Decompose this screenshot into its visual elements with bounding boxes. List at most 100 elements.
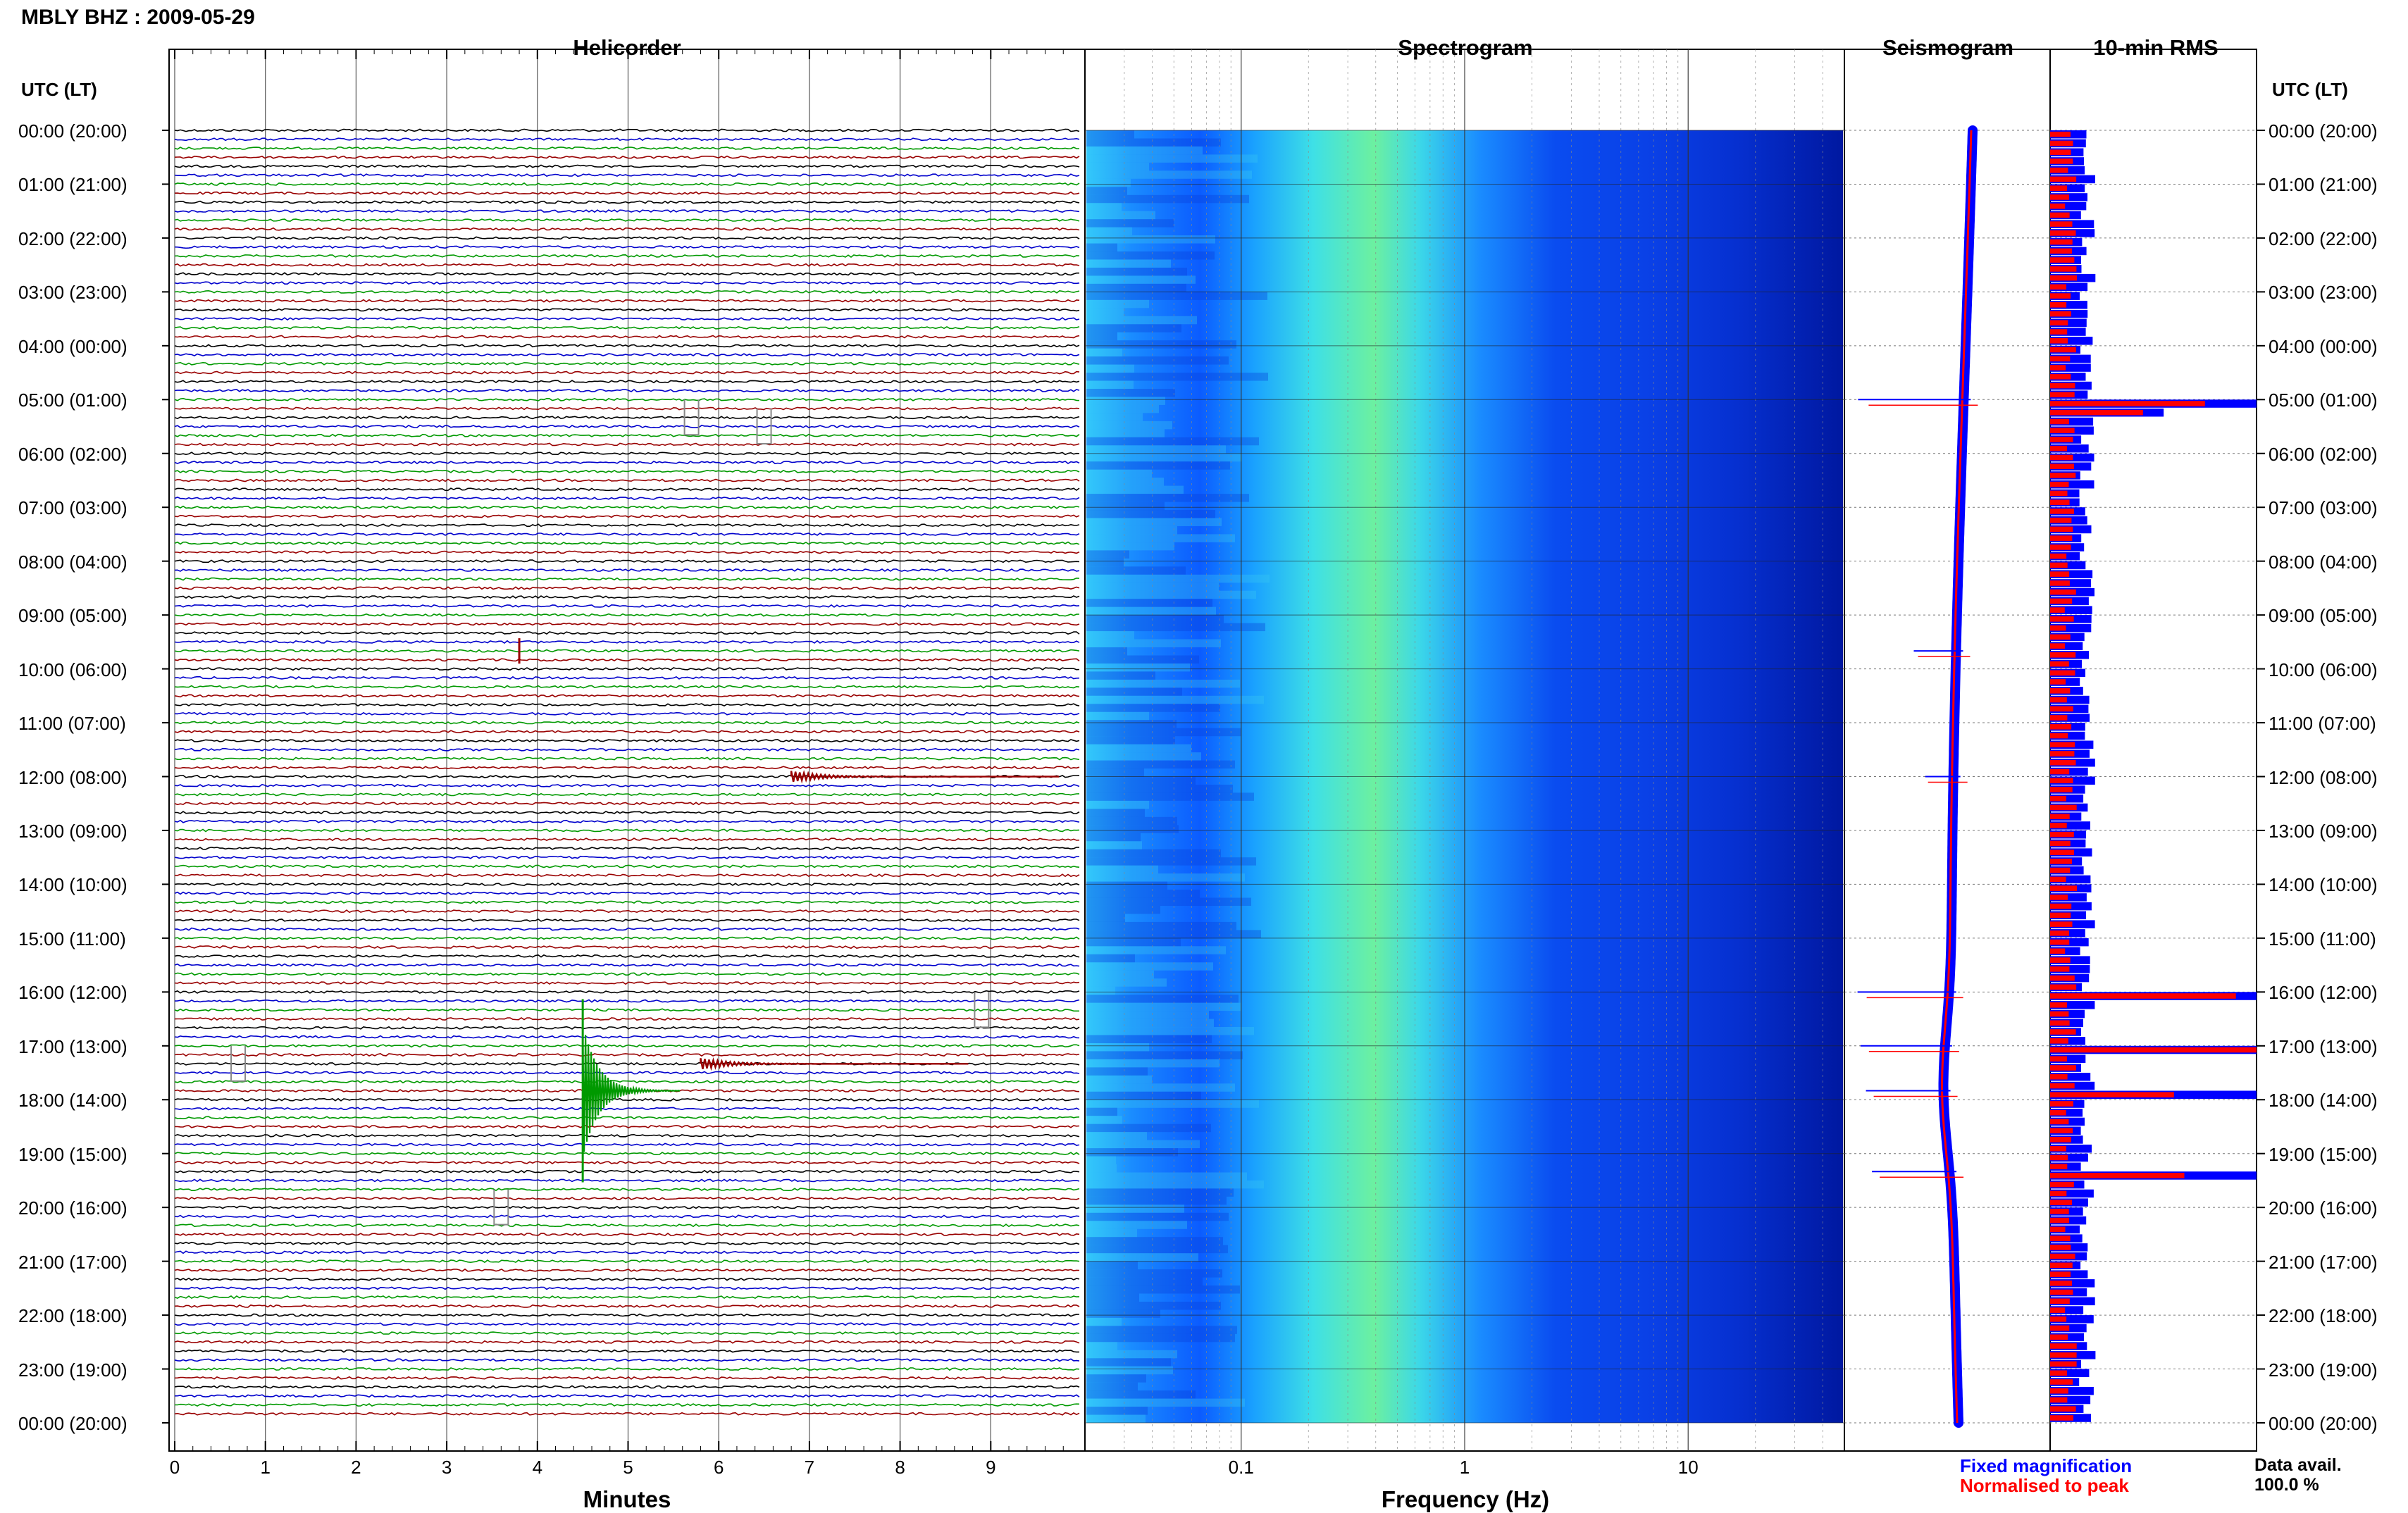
helicorder-trace xyxy=(174,802,1080,806)
helicorder-trace xyxy=(174,245,1080,249)
rms-bar-normalised xyxy=(2050,454,2073,461)
rms-bar-fixed xyxy=(2050,1387,2094,1395)
helicorder-trace xyxy=(174,658,1080,662)
helicorder-trace xyxy=(174,864,1080,868)
helicorder-trace xyxy=(174,514,1080,518)
helicorder-trace xyxy=(175,1403,1080,1407)
helicorder-trace xyxy=(174,281,1080,285)
rms-bar-normalised xyxy=(2050,1406,2076,1412)
helicorder-trace xyxy=(174,1358,1080,1362)
rms-title: 10-min RMS xyxy=(2093,35,2218,60)
time-label-left: 23:00 (19:00) xyxy=(18,1359,128,1381)
rms-bar-normalised xyxy=(2050,625,2066,631)
helicorder-trace xyxy=(174,1133,1080,1138)
rms-bar-normalised xyxy=(2050,1173,2185,1178)
rms-bar-normalised xyxy=(2050,1200,2073,1205)
rms-bar-fixed xyxy=(2050,480,2094,489)
rms-bar-normalised xyxy=(2050,849,2074,855)
rms-bar-normalised xyxy=(2050,1083,2075,1089)
rms-bar-normalised xyxy=(2050,1073,2068,1080)
rms-bar-normalised xyxy=(2050,437,2073,442)
rms-bar-normalised xyxy=(2050,715,2068,721)
helicorder-trace xyxy=(174,1331,1080,1335)
rms-bar-normalised xyxy=(2050,490,2068,497)
time-label-right: 01:00 (21:00) xyxy=(2269,174,2378,196)
helicorder-trace xyxy=(175,317,1080,321)
time-label-right: 04:00 (00:00) xyxy=(2269,335,2378,357)
rms-bar-normalised xyxy=(2050,203,2066,209)
rms-bar-normalised xyxy=(2050,966,2070,972)
time-label-left: 19:00 (15:00) xyxy=(18,1143,128,1165)
rms-bar-normalised xyxy=(2050,401,2205,406)
helicorder-trace xyxy=(174,1116,1080,1120)
helicorder-trace xyxy=(174,675,1080,680)
rms-bar-normalised xyxy=(2050,948,2066,954)
rms-bar-normalised xyxy=(2050,418,2069,425)
rms-bar-fixed xyxy=(2050,1073,2091,1081)
time-label-right: 06:00 (02:00) xyxy=(2269,443,2378,465)
helicorder-trace xyxy=(174,289,1080,294)
time-label-left: 20:00 (16:00) xyxy=(18,1197,128,1219)
rms-bar-normalised xyxy=(2050,975,2075,981)
rms-bar-normalised xyxy=(2050,1109,2066,1116)
rms-bar-normalised xyxy=(2050,616,2074,622)
helicorder-trace xyxy=(174,1169,1080,1173)
helicorder-tick-label: 7 xyxy=(804,1457,815,1478)
rms-bar-normalised xyxy=(2050,167,2068,173)
helicorder-trace xyxy=(175,1125,1080,1128)
rms-bar-normalised xyxy=(2050,1361,2077,1367)
helicorder-trace xyxy=(174,505,1080,509)
helicorder-trace xyxy=(174,766,1080,770)
rms-bar-normalised xyxy=(2050,1379,2073,1385)
time-label-left: 02:00 (22:00) xyxy=(18,228,128,249)
rms-bar-normalised xyxy=(2050,1253,2075,1259)
helicorder-trace xyxy=(174,999,1080,1003)
rms-bar-fixed xyxy=(2050,1153,2088,1162)
rms-bar-fixed xyxy=(2050,1306,2084,1314)
rms-bar-normalised xyxy=(2050,939,2070,945)
helicorder-trace xyxy=(175,810,1080,815)
rms-bar-normalised xyxy=(2050,598,2073,604)
rms-bar-normalised xyxy=(2050,831,2074,838)
time-label-right: 09:00 (05:00) xyxy=(2269,605,2378,627)
helicorder-trace xyxy=(174,1241,1080,1245)
rms-bar-normalised xyxy=(2050,795,2066,802)
rms-bar-normalised xyxy=(2050,1298,2070,1305)
helicorder-tick-label: 1 xyxy=(260,1457,271,1478)
helicorder-trace xyxy=(174,496,1080,501)
rms-bar-normalised xyxy=(2050,266,2077,272)
rms-bar-fixed xyxy=(2050,1279,2095,1288)
rms-bar-normalised xyxy=(2050,230,2076,236)
rms-bar-normalised xyxy=(2050,804,2077,811)
rms-bar-normalised xyxy=(2050,275,2077,281)
rms-bar-normalised xyxy=(2050,751,2075,756)
rms-bar-normalised xyxy=(2050,670,2075,676)
helicorder-trace xyxy=(174,595,1080,599)
helicorder-trace xyxy=(174,1340,1080,1344)
time-label-left: 00:00 (20:00) xyxy=(18,1413,128,1434)
utc-header-right: UTC (LT) xyxy=(2272,79,2348,100)
rms-bar-normalised xyxy=(2050,356,2071,362)
helicorder-trace xyxy=(174,137,1080,142)
rms-bar-normalised xyxy=(2050,823,2067,828)
helicorder-trace xyxy=(174,371,1080,375)
helicorder-trace xyxy=(174,1259,1080,1264)
rms-bar-normalised xyxy=(2050,1325,2070,1331)
rms-bar-normalised xyxy=(2050,742,2075,747)
helicorder-trace xyxy=(174,1071,1080,1075)
rms-bar-fixed xyxy=(2050,282,2088,292)
helicorder-trace xyxy=(174,1349,1079,1353)
rms-bar-normalised xyxy=(2050,634,2071,640)
helicorder-trace xyxy=(174,460,1080,465)
helicorder-trace xyxy=(174,990,1080,994)
helicorder-trace xyxy=(174,1097,1079,1102)
time-label-left: 03:00 (23:00) xyxy=(18,282,128,304)
time-label-right: 05:00 (01:00) xyxy=(2269,390,2378,411)
time-label-right: 02:00 (22:00) xyxy=(2269,228,2378,249)
rms-bar-normalised xyxy=(2050,1002,2067,1008)
rms-bar-normalised xyxy=(2050,759,2076,766)
time-label-left: 16:00 (12:00) xyxy=(18,982,128,1004)
time-label-right: 00:00 (20:00) xyxy=(2269,1413,2378,1434)
helicorder-trace xyxy=(174,1268,1080,1272)
rms-bar-fixed xyxy=(2050,938,2089,947)
